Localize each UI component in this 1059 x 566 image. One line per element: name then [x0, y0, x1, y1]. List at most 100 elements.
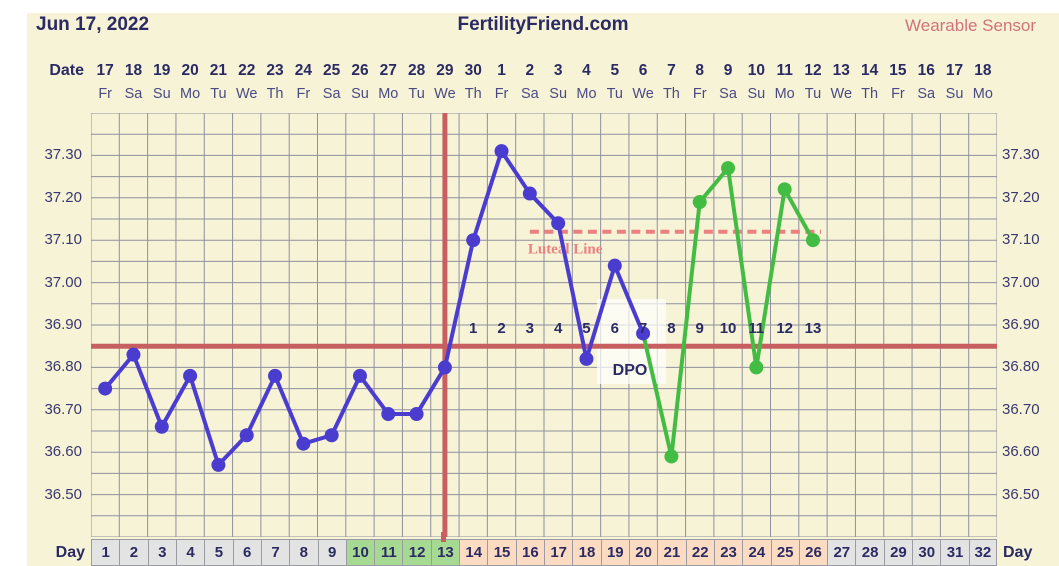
cycle-day-cell[interactable]: 32: [968, 539, 997, 566]
cycle-day-cell[interactable]: 21: [657, 539, 686, 566]
dpo-label: DPO: [613, 362, 648, 379]
weekday-label: We: [632, 86, 654, 102]
weekday-label: Su: [945, 86, 964, 102]
cycle-day-cell[interactable]: 26: [798, 539, 828, 566]
temperature-segment: [131, 353, 164, 428]
site-title: FertilityFriend.com: [457, 14, 629, 35]
dpo-number: 1: [469, 320, 477, 337]
weekday-label: We: [434, 86, 456, 102]
cycle-day-cell[interactable]: 14: [459, 539, 488, 566]
wearable-sensor-link[interactable]: Wearable Sensor: [905, 16, 1037, 35]
temperature-segment: [556, 222, 589, 360]
bbt-temperature-point[interactable]: [409, 407, 424, 422]
bbt-temperature-point[interactable]: [324, 428, 339, 443]
temperature-segment: [782, 188, 815, 242]
bbt-temperature-point[interactable]: [126, 347, 141, 362]
cycle-day-cell[interactable]: 23: [713, 539, 743, 566]
wearable-sensor-point[interactable]: [721, 161, 736, 176]
cycle-day-cell[interactable]: 30: [912, 539, 941, 566]
date-number: 12: [804, 62, 822, 79]
wearable-sensor-point[interactable]: [749, 360, 764, 375]
wearable-sensor-point[interactable]: [664, 449, 679, 464]
weekday-label: Sa: [124, 86, 143, 102]
cycle-day-cell[interactable]: 2: [119, 539, 148, 566]
cycle-day-cell[interactable]: 3: [147, 539, 176, 566]
temperature-segment: [160, 374, 192, 428]
y-tick-label: 37.30: [44, 146, 82, 164]
cycle-day-cell[interactable]: 13: [430, 539, 460, 566]
date-number: 8: [695, 62, 705, 79]
bbt-temperature-point[interactable]: [551, 216, 566, 231]
weekday-label: Tu: [408, 86, 425, 102]
y-tick-label: 36.60: [1002, 443, 1040, 461]
weekday-label: Th: [266, 86, 284, 102]
bbt-temperature-point[interactable]: [579, 351, 594, 366]
bbt-temperature-point[interactable]: [183, 368, 198, 383]
y-tick-label: 37.30: [1002, 146, 1040, 164]
cycle-day-cell[interactable]: 15: [487, 539, 516, 566]
cycle-day-cell[interactable]: 7: [260, 539, 290, 566]
weekday-label: Fr: [494, 86, 509, 102]
bbt-temperature-point[interactable]: [522, 186, 537, 201]
date-number: 10: [747, 62, 765, 79]
wearable-sensor-point[interactable]: [692, 195, 707, 210]
cycle-day-cell[interactable]: 8: [289, 539, 318, 566]
bbt-temperature-point[interactable]: [636, 326, 651, 341]
weekday-label: Mo: [774, 86, 795, 102]
cycle-day-cell[interactable]: 22: [685, 539, 714, 566]
cycle-day-cell[interactable]: 10: [345, 539, 375, 566]
bbt-temperature-point[interactable]: [437, 360, 452, 375]
date-number: 28: [407, 62, 426, 79]
date-number: 18: [974, 62, 992, 79]
cycle-day-cell[interactable]: 24: [742, 539, 771, 566]
cycle-day-cell[interactable]: 18: [572, 539, 601, 566]
cycle-day-cell[interactable]: 28: [855, 539, 884, 566]
bbt-temperature-point[interactable]: [494, 144, 509, 159]
cycle-day-cell[interactable]: 29: [883, 539, 913, 566]
cycle-day-cell[interactable]: 25: [770, 539, 799, 566]
temperature-segment: [414, 366, 447, 416]
date-number: 21: [209, 62, 228, 79]
cycle-day-cell[interactable]: 11: [374, 539, 403, 566]
cycle-day-cell[interactable]: 31: [940, 539, 969, 566]
cycle-day-cell[interactable]: 20: [628, 539, 658, 566]
bbt-temperature-point[interactable]: [352, 368, 367, 383]
temperature-segment: [499, 150, 532, 195]
cycle-day-cell[interactable]: 17: [544, 539, 573, 566]
bbt-temperature-point[interactable]: [466, 233, 481, 248]
bbt-temperature-point[interactable]: [381, 407, 396, 422]
wearable-sensor-point[interactable]: [777, 182, 792, 197]
dpo-number: 2: [497, 320, 505, 337]
cycle-day-cell[interactable]: 4: [175, 539, 205, 566]
bbt-temperature-point[interactable]: [268, 368, 283, 383]
y-tick-label: 37.10: [44, 231, 82, 249]
bbt-temperature-point[interactable]: [211, 457, 226, 472]
y-tick-label: 37.20: [44, 188, 82, 206]
date-number: 22: [238, 62, 256, 79]
cycle-day-cell[interactable]: 1: [91, 539, 120, 566]
bbt-temperature-point[interactable]: [296, 436, 311, 451]
cycle-day-cell[interactable]: 19: [600, 539, 629, 566]
cycle-day-cell[interactable]: 27: [827, 539, 856, 566]
date-number: 4: [582, 62, 591, 79]
cycle-day-cell[interactable]: 6: [232, 539, 261, 566]
temperature-segment: [103, 353, 136, 390]
cycle-day-cell[interactable]: 9: [317, 539, 346, 566]
bbt-temperature-point[interactable]: [154, 419, 169, 434]
temperature-segment: [612, 264, 645, 335]
cycle-day-cell[interactable]: 5: [204, 539, 233, 566]
date-number: 14: [860, 62, 879, 79]
weekday-label: Fr: [296, 86, 311, 102]
bbt-temperature-point[interactable]: [607, 258, 622, 273]
wearable-sensor-point[interactable]: [805, 233, 820, 248]
temperature-segment: [442, 239, 476, 368]
bbt-temperature-point[interactable]: [98, 381, 113, 396]
chart-start-date: Jun 17, 2022: [36, 14, 150, 35]
bbt-temperature-point[interactable]: [239, 428, 254, 443]
cycle-day-cell[interactable]: 12: [402, 539, 431, 566]
weekday-label: Fr: [692, 86, 707, 102]
weekday-label: Th: [861, 86, 879, 102]
dpo-number: 12: [776, 320, 793, 337]
cycle-day-cell[interactable]: 16: [515, 539, 544, 566]
